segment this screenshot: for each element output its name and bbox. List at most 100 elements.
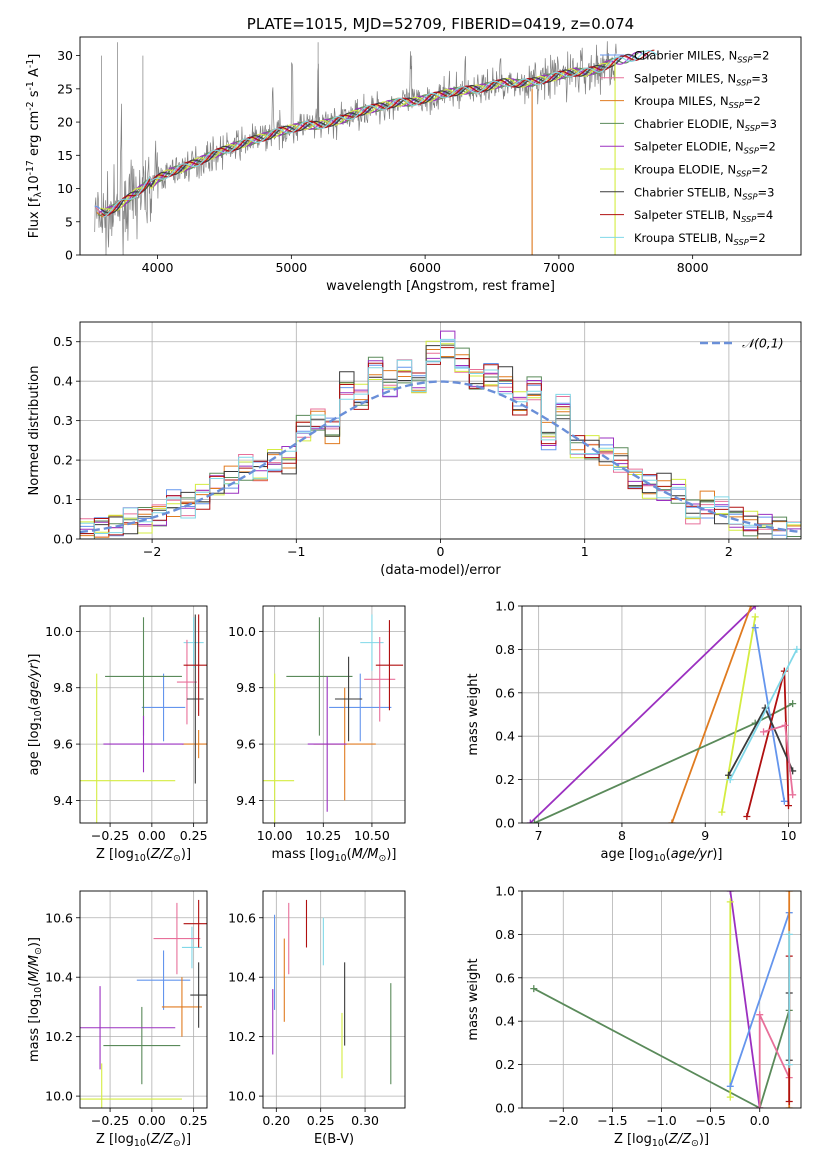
y-tick-label: 0.2 <box>495 772 515 787</box>
mass-weight-marker <box>760 728 768 736</box>
y-tick-label: 10.2 <box>45 1029 73 1044</box>
x-tick-label: 10.50 <box>354 828 390 843</box>
axes-frame <box>79 321 802 540</box>
y-tick-label: 0.6 <box>495 685 515 700</box>
y-tick-label: 9.6 <box>53 737 73 752</box>
y-tick-label: 10.0 <box>45 624 73 639</box>
x-axis-label: mass [log10(M/M⊙)] <box>272 847 397 864</box>
x-axis-label: age [log10(age/yr)] <box>600 847 722 864</box>
mass-weight-marker <box>751 606 759 610</box>
mass-weight-marker <box>780 797 788 805</box>
plot-area <box>94 41 658 255</box>
legend-label: Chabrier ELODIE, NSSP=3 <box>634 117 777 133</box>
x-tick-label: 0.30 <box>351 1113 379 1128</box>
y-tick-label: 0 <box>65 248 73 263</box>
y-axis-label: age [log10(age/yr)] <box>27 653 44 775</box>
x-tick-label: 0.0 <box>750 1113 770 1128</box>
axes-frame <box>79 890 208 1109</box>
mass-weight-marker <box>726 898 734 906</box>
plot-area <box>80 322 801 539</box>
y-tick-label: 0.5 <box>53 334 73 349</box>
mass-weight-vs-age-panel: 7 8 9 10 0.0 0.2 0.4 0.6 0.8 1.0 age [log10(age/yr… <box>466 599 802 864</box>
mass-weight-marker <box>785 1097 793 1105</box>
x-tick-label: −1.5 <box>597 1113 627 1128</box>
x-tick-label: −1 <box>287 544 305 559</box>
mass-weight-marker <box>751 624 759 632</box>
y-tick-label: 0.4 <box>495 1014 515 1029</box>
y-axis-label: mass weight <box>466 958 481 1040</box>
x-tick-label: 0.25 <box>307 1113 335 1128</box>
model-spectrum-line <box>100 62 614 212</box>
y-tick-label: 0.3 <box>53 413 73 428</box>
model-spectrum-line <box>101 49 655 217</box>
x-tick-label: −0.25 <box>91 828 129 843</box>
y-tick-label: 10.4 <box>228 970 256 985</box>
age-vs-mass-panel: 10.00 10.25 10.50 9.4 9.6 9.8 10.0 mass [log10(… <box>228 605 406 864</box>
mass-weight-marker <box>526 819 534 823</box>
axes-frame <box>79 36 802 256</box>
axes-frame <box>521 605 802 824</box>
spectrum-title: PLATE=1015, MJD=52709, FIBERID=0419, z=0… <box>247 15 634 33</box>
mass-weight-marker <box>781 721 789 729</box>
x-tick-label: 0.25 <box>180 1113 208 1128</box>
y-tick-label: 0.0 <box>495 1101 515 1116</box>
y-tick-label: 10.6 <box>45 910 73 925</box>
x-axis-label: Z [log10(Z/Z⊙)] <box>96 847 191 864</box>
mass-weight-marker <box>785 802 793 810</box>
x-tick-label: 0.20 <box>262 1113 290 1128</box>
mass-weight-marker <box>743 812 751 820</box>
x-tick-label: −1.0 <box>646 1113 676 1128</box>
mass-weight-marker <box>751 613 759 621</box>
plot-area <box>263 606 405 823</box>
y-tick-label: 30 <box>57 48 73 63</box>
mass-weight-marker <box>756 1011 764 1019</box>
y-tick-label: 10.4 <box>45 970 73 985</box>
axes-frame <box>79 605 208 824</box>
x-tick-label: 7000 <box>543 260 575 275</box>
y-tick-label: 9.8 <box>236 680 256 695</box>
x-tick-label: 9 <box>701 828 709 843</box>
residual-histogram-step <box>80 338 801 539</box>
y-tick-label: 10.0 <box>228 624 256 639</box>
y-tick-label: 10.6 <box>228 910 256 925</box>
mass-weight-marker <box>725 771 733 779</box>
mass-weight-marker <box>785 1061 793 1069</box>
mass-vs-extinction-panel: 0.20 0.25 0.30 10.0 10.2 10.4 10.6 E(B-V) <box>228 890 406 1147</box>
x-tick-label: 10.00 <box>257 828 293 843</box>
x-axis-label: (data-model)/error <box>380 563 501 578</box>
x-tick-label: 8000 <box>677 260 709 275</box>
x-axis-label: Z [log10(Z/Z⊙)] <box>614 1132 709 1149</box>
plot-area <box>80 891 207 1108</box>
mass-weight-marker <box>726 1093 734 1101</box>
y-tick-label: 9.4 <box>53 793 73 808</box>
mass-weight-marker <box>726 776 734 784</box>
mass-weight-line <box>729 912 791 1087</box>
y-tick-label: 0.6 <box>495 970 515 985</box>
mass-weight-marker <box>747 606 755 610</box>
observed-spectrum-line <box>94 41 617 255</box>
y-tick-label: 9.4 <box>236 793 256 808</box>
model-spectrum-line <box>98 51 647 213</box>
x-tick-label: −2 <box>143 544 161 559</box>
x-tick-label: −0.5 <box>695 1113 725 1128</box>
plot-area <box>80 606 207 823</box>
axes-frame <box>262 890 406 1109</box>
y-tick-label: 10 <box>57 181 73 196</box>
y-tick-label: 5 <box>65 214 73 229</box>
normal-reference-curve <box>80 380 801 534</box>
spectrum-panel: 4000 5000 6000 7000 8000 0 5 10 15 20 25 30 waveleng… <box>25 36 802 294</box>
y-tick-label: 0.4 <box>495 729 515 744</box>
mass-weight-marker <box>726 1082 734 1090</box>
mass-weight-marker <box>785 1104 793 1108</box>
x-tick-label: 0.25 <box>180 828 208 843</box>
y-tick-label: 0.0 <box>53 532 73 547</box>
x-tick-label: 10 <box>781 828 797 843</box>
legend-label: Salpeter STELIB, NSSP=4 <box>634 208 773 224</box>
legend-label: Chabrier MILES, NSSP=2 <box>634 49 769 65</box>
y-axis-label: mass weight <box>466 673 481 755</box>
x-tick-label: 2 <box>725 544 733 559</box>
model-spectrum-line <box>103 50 658 218</box>
mass-weight-line <box>729 891 761 1108</box>
mass-weight-line <box>533 987 791 1108</box>
mass-weight-marker <box>789 700 797 708</box>
